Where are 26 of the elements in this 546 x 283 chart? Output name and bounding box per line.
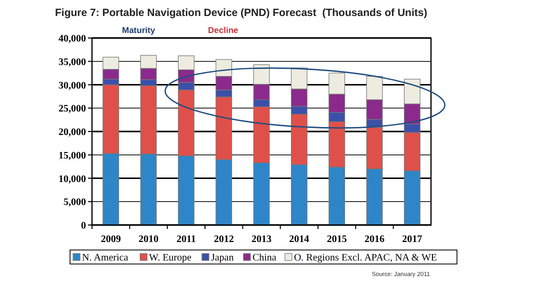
x-tick-label: 2009 [100, 234, 121, 245]
y-tick-label: 5,000 [64, 197, 86, 208]
x-tick-label: 2013 [252, 234, 272, 245]
y-tick-label: 20,000 [58, 127, 86, 138]
x-tick-label: 2016 [364, 234, 384, 245]
x-tick-label: 2014 [289, 234, 310, 245]
legend-label: N. America [82, 252, 129, 264]
y-tick-label: 25,000 [58, 104, 86, 115]
x-tick-label: 2017 [402, 234, 422, 245]
text: Maturity [122, 25, 156, 35]
y-tick-label: 10,000 [58, 174, 86, 185]
y-tick-label: 15,000 [58, 150, 86, 162]
x-tick-label: 2012 [214, 234, 234, 245]
legend-label: O. Regions Excl. APAC, NA & WE [294, 252, 438, 264]
legend-label: W. Europe [149, 252, 192, 264]
x-tick-label: 2011 [176, 234, 196, 245]
x-tick-label: 2010 [138, 234, 158, 245]
legend-label: Japan [210, 252, 234, 264]
chart-title: Figure 7: Portable Navigation Device (PND) Forecast (Thousands of Units) [55, 7, 428, 19]
y-tick-label: 35,000 [58, 56, 86, 68]
text: Decline [208, 25, 239, 35]
x-tick-label: 2015 [326, 234, 347, 245]
y-tick-label: 0 [81, 220, 86, 232]
y-tick-label: 40,000 [58, 34, 86, 44]
y-tick-label: 30,000 [58, 80, 86, 92]
legend-label: China [252, 252, 277, 264]
